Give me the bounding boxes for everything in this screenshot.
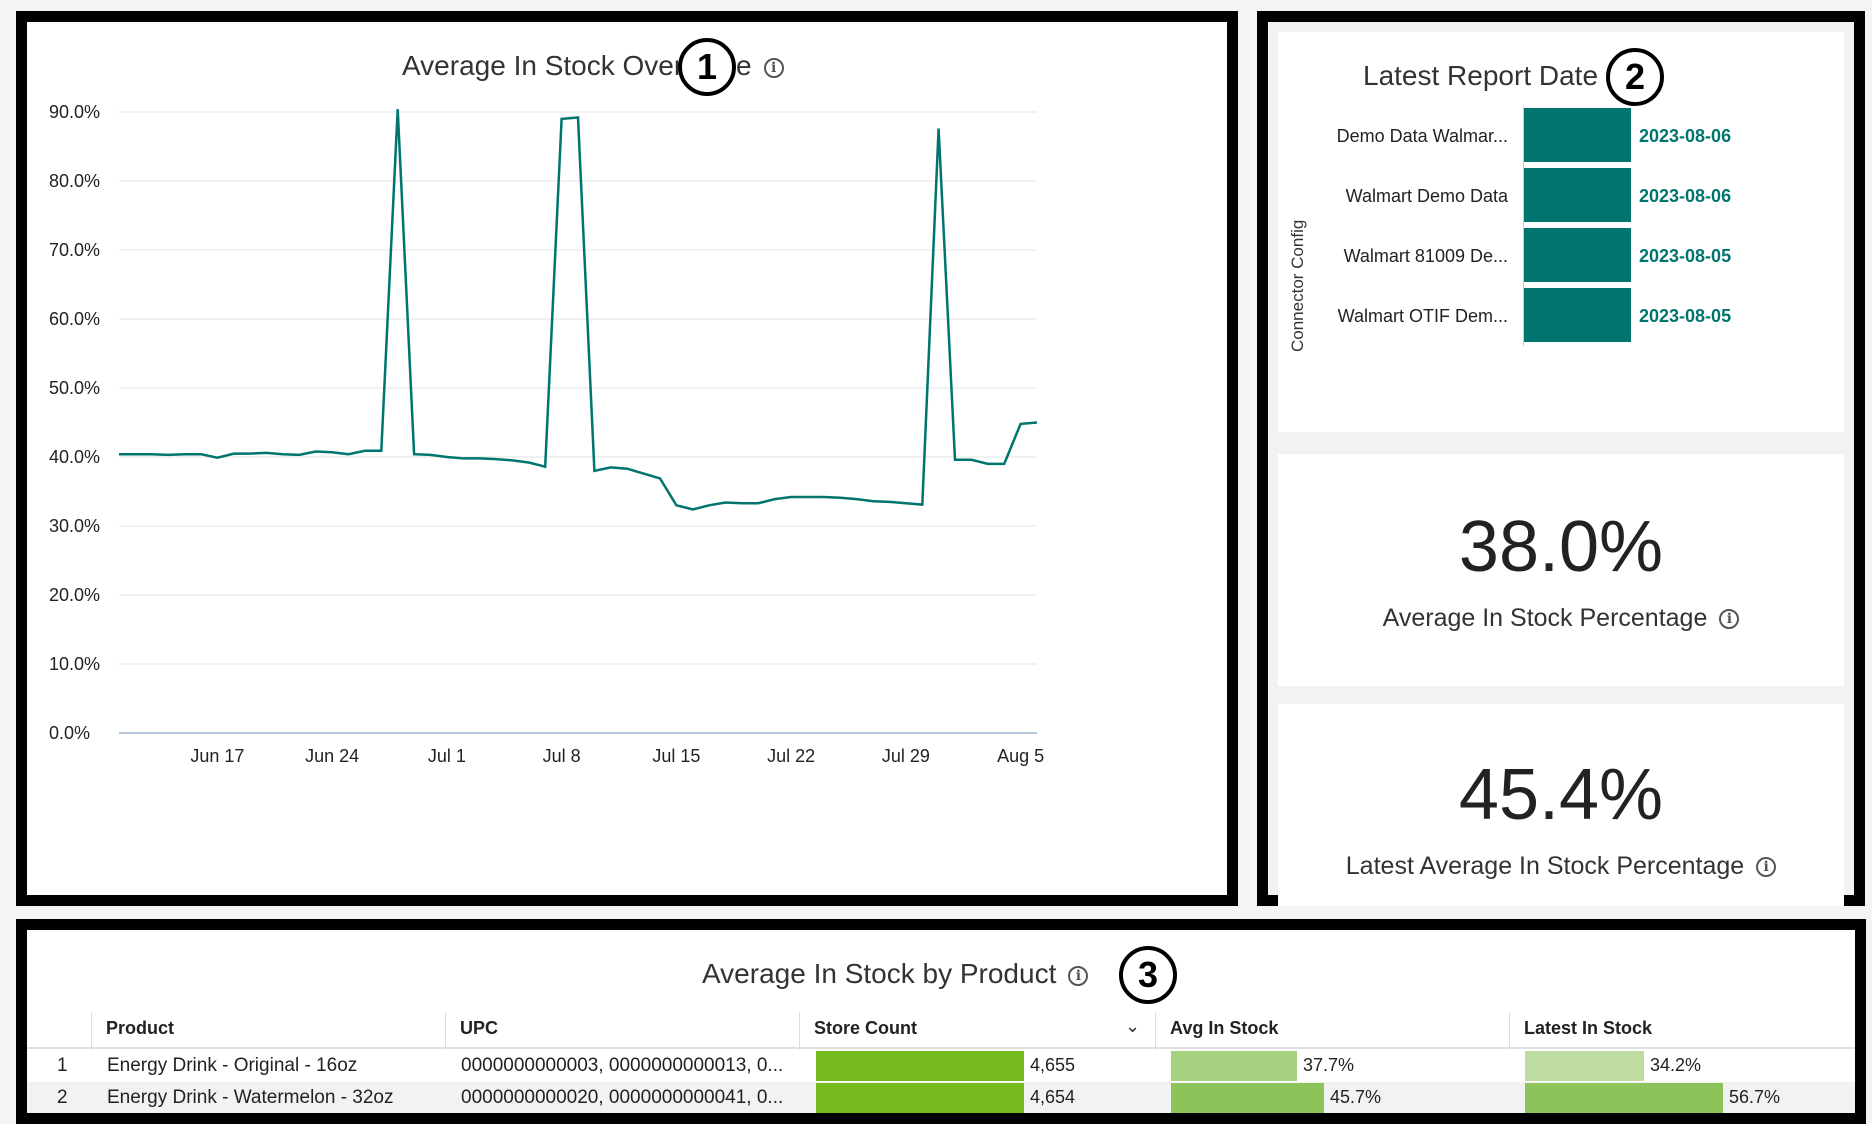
bar-category-label: Demo Data Walmar... — [1336, 126, 1508, 146]
row-index: 2 — [57, 1087, 68, 1108]
bar-value-label: 2023-08-05 — [1639, 246, 1732, 266]
bar-value-label: 2023-08-06 — [1639, 126, 1732, 146]
kpi-panel: Latest Report Datei 2 Connector Config D… — [1257, 11, 1865, 906]
bar-value-label: 2023-08-06 — [1639, 186, 1732, 206]
latest-in-stock-value: 56.7% — [1729, 1087, 1781, 1107]
header-avg-in-stock[interactable]: Avg In Stock — [1170, 1018, 1279, 1038]
header-upc[interactable]: UPC — [460, 1018, 499, 1038]
avg-in-stock-bar — [1171, 1083, 1324, 1113]
latest-report-title-text: Latest Report Date — [1363, 60, 1599, 91]
avg-in-stock-bar — [1171, 1051, 1297, 1081]
report-date-bar[interactable] — [1524, 168, 1631, 222]
y-tick-label: 40.0% — [49, 447, 100, 467]
header-product[interactable]: Product — [106, 1018, 175, 1038]
latest-report-date-card: Latest Report Datei 2 Connector Config D… — [1278, 32, 1844, 432]
avg-in-stock-value: 45.7% — [1330, 1087, 1382, 1107]
info-icon[interactable]: i — [1756, 857, 1777, 878]
x-tick-label: Jul 29 — [882, 746, 930, 766]
bar-category-label: Walmart 81009 De... — [1343, 246, 1508, 266]
series-line[interactable] — [119, 109, 1038, 511]
x-tick-label: Jun 17 — [190, 746, 244, 766]
store-count-value: 4,655 — [1030, 1055, 1076, 1075]
store-count-bar — [816, 1051, 1024, 1081]
product-name: Energy Drink - Watermelon - 32oz — [107, 1087, 394, 1108]
bar-value-label: 2023-08-05 — [1639, 306, 1732, 326]
y-tick-label: 30.0% — [49, 516, 100, 536]
header-divider — [27, 1047, 1855, 1049]
chart-grid — [119, 111, 1037, 734]
callout-badge-3: 3 — [1119, 946, 1177, 1004]
latest-report-title: Latest Report Datei — [1363, 60, 1631, 92]
latest-avg-in-stock-label: Latest Average In Stock Percentage i — [1278, 852, 1844, 881]
bar-axis-label: Connector Config — [1288, 219, 1307, 352]
bar-axis-line — [1523, 106, 1524, 346]
info-icon[interactable]: i — [1068, 965, 1089, 986]
bar-category-label: Walmart Demo Data — [1345, 186, 1508, 206]
latest-avg-in-stock-value: 45.4% — [1458, 755, 1664, 835]
avg-in-stock-value: 37.7% — [1303, 1055, 1355, 1075]
avg-in-stock-label: Average In Stock Percentage i — [1278, 604, 1844, 633]
upc-list: 0000000000003, 0000000000013, 0... — [461, 1055, 784, 1076]
x-tick-label: Jul 8 — [543, 746, 581, 766]
y-tick-label: 20.0% — [49, 585, 100, 605]
y-tick-label: 70.0% — [49, 240, 100, 260]
avg-in-stock-label-text: Average In Stock Percentage — [1382, 604, 1708, 632]
callout-badge-2: 2 — [1606, 48, 1664, 106]
avg-in-stock-card: 38.0% Average In Stock Percentage i — [1278, 454, 1844, 686]
y-tick-label: 10.0% — [49, 654, 100, 674]
y-tick-label: 80.0% — [49, 171, 100, 191]
store-count-bar — [816, 1083, 1024, 1113]
latest-in-stock-bar — [1525, 1051, 1644, 1081]
report-date-bar[interactable] — [1524, 108, 1631, 162]
info-icon[interactable]: i — [1719, 609, 1740, 630]
row-index: 1 — [57, 1055, 68, 1076]
latest-avg-in-stock-label-text: Latest Average In Stock Percentage — [1345, 852, 1745, 880]
table-title: Average In Stock by Product i — [702, 958, 1089, 990]
y-tick-label: 50.0% — [49, 378, 100, 398]
store-count-value: 4,654 — [1030, 1087, 1076, 1107]
x-tick-label: Jun 24 — [305, 746, 359, 766]
table-title-text: Average In Stock by Product — [702, 958, 1057, 989]
in-stock-by-product-panel: Average In Stock by Product i 3 Product U… — [16, 919, 1866, 1124]
x-axis-ticks: Jun 17 Jun 24 Jul 1 Jul 8 Jul 15 Jul 22 Jul 29… — [190, 746, 1044, 766]
x-tick-label: Jul 15 — [652, 746, 700, 766]
y-tick-label: 60.0% — [49, 309, 100, 329]
latest-avg-in-stock-card: 45.4% Latest Average In Stock Percentage… — [1278, 704, 1844, 906]
report-date-bar[interactable] — [1524, 288, 1631, 342]
header-latest-in-stock[interactable]: Latest In Stock — [1524, 1018, 1653, 1038]
x-tick-label: Aug 5 — [997, 746, 1044, 766]
upc-list: 0000000000020, 0000000000041, 0... — [461, 1087, 784, 1108]
product-name: Energy Drink - Original - 16oz — [107, 1055, 358, 1076]
y-axis-ticks: 0.0% 10.0% 20.0% 30.0% 40.0% 50.0% 60.0% 70.0% 8… — [49, 102, 100, 743]
bar-category-label: Walmart OTIF Dem... — [1337, 306, 1508, 326]
line-chart: 0.0% 10.0% 20.0% 30.0% 40.0% 50.0% 60.0% 70.0% 8… — [49, 102, 1044, 766]
report-date-bar[interactable] — [1524, 228, 1631, 282]
info-icon[interactable]: i — [763, 57, 784, 78]
latest-in-stock-value: 34.2% — [1650, 1055, 1702, 1075]
y-tick-label: 0.0% — [49, 723, 90, 743]
x-tick-label: Jul 22 — [767, 746, 815, 766]
sort-chevron-down-icon[interactable]: ⌄ — [1125, 1016, 1141, 1036]
avg-in-stock-value: 38.0% — [1458, 507, 1664, 587]
x-tick-label: Jul 1 — [428, 746, 466, 766]
y-tick-label: 90.0% — [49, 102, 100, 122]
in-stock-over-time-panel: Average In Stock Over Time i 1 0.0% 10.0% 2… — [16, 11, 1238, 906]
latest-in-stock-bar — [1525, 1083, 1723, 1113]
header-store-count[interactable]: Store Count — [814, 1018, 917, 1038]
callout-badge-1: 1 — [678, 38, 736, 96]
